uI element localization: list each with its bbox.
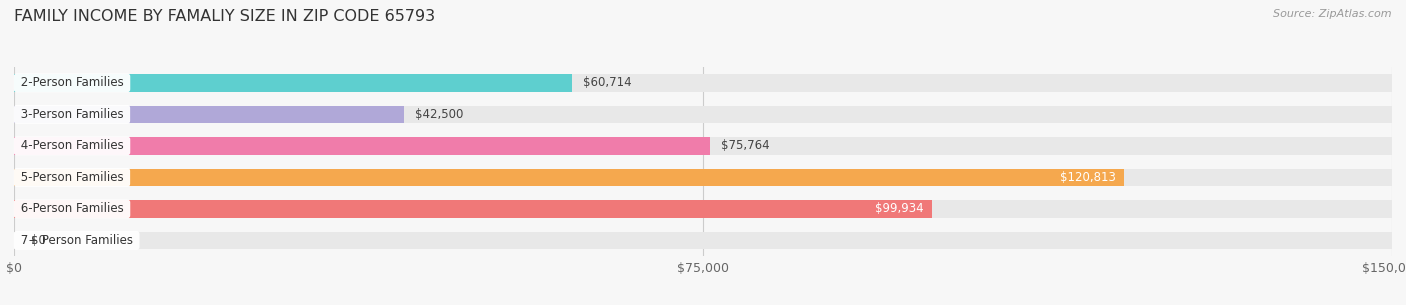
Bar (14, 169, 1392, 186)
Text: 6-Person Families: 6-Person Families (17, 203, 128, 215)
Text: $99,934: $99,934 (875, 203, 924, 215)
Text: $120,813: $120,813 (1060, 171, 1115, 184)
Text: $75,764: $75,764 (721, 139, 769, 152)
Bar (14, 200, 1392, 217)
Bar (14, 74, 1392, 92)
Bar (14, 169, 1123, 186)
Bar (14, 137, 1392, 155)
Text: 2-Person Families: 2-Person Families (17, 76, 128, 89)
Bar (14, 106, 1392, 123)
Text: 4-Person Families: 4-Person Families (17, 139, 128, 152)
Bar (14, 74, 572, 92)
Text: $0: $0 (31, 234, 45, 247)
Bar (14, 137, 710, 155)
Text: 7+ Person Families: 7+ Person Families (17, 234, 136, 247)
Text: FAMILY INCOME BY FAMALIY SIZE IN ZIP CODE 65793: FAMILY INCOME BY FAMALIY SIZE IN ZIP COD… (14, 9, 436, 24)
Bar (14, 106, 405, 123)
Text: $42,500: $42,500 (416, 108, 464, 121)
Text: 5-Person Families: 5-Person Families (17, 171, 127, 184)
Bar (14, 200, 932, 217)
Bar (14, 232, 1392, 249)
Text: 3-Person Families: 3-Person Families (17, 108, 127, 121)
Text: $60,714: $60,714 (583, 76, 631, 89)
Text: Source: ZipAtlas.com: Source: ZipAtlas.com (1274, 9, 1392, 19)
